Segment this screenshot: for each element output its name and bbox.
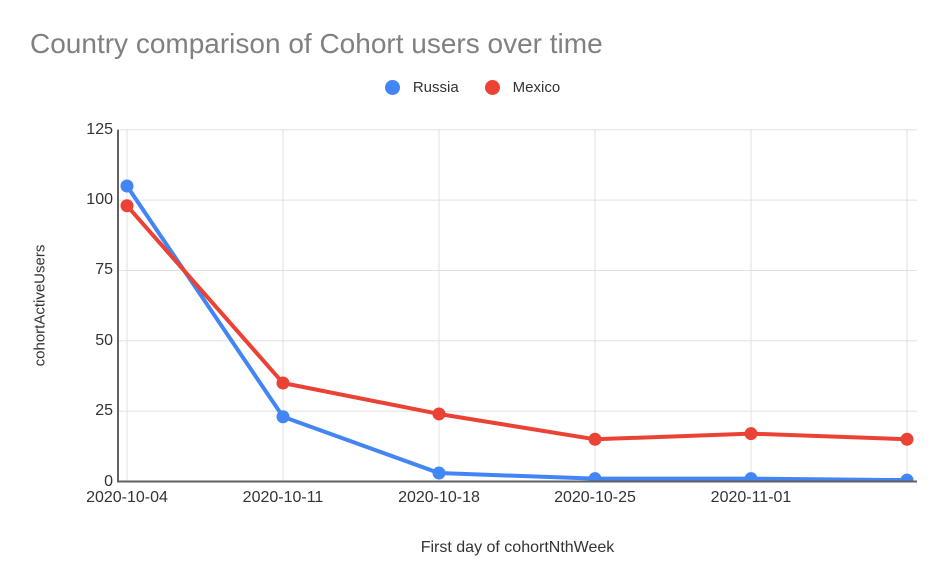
- x-axis-title: First day of cohortNthWeek: [420, 539, 615, 556]
- y-tick-label-25: 25: [95, 402, 113, 420]
- chart-title: Country comparison of Cohort users over …: [30, 28, 603, 59]
- series-line-mexico: [125, 203, 909, 442]
- y-tick-label-125: 125: [86, 120, 113, 138]
- legend-item-mexico[interactable]: Mexico: [484, 79, 561, 96]
- x-tick-label-1: 2020-10-11: [242, 489, 324, 506]
- data-point-mexico-1[interactable]: [276, 376, 290, 390]
- data-point-mexico-5[interactable]: [900, 432, 914, 446]
- data-point-russia-0[interactable]: [120, 179, 134, 193]
- data-point-mexico-0[interactable]: [120, 199, 134, 213]
- data-point-mexico-3[interactable]: [588, 432, 602, 446]
- data-point-russia-3[interactable]: [588, 472, 602, 485]
- legend-dot-mexico-icon: [484, 80, 500, 95]
- y-tick-label-75: 75: [95, 261, 113, 279]
- x-tick-label-4: 2020-11-01: [710, 489, 792, 506]
- legend-label-russia: Russia: [412, 79, 459, 96]
- data-point-russia-2[interactable]: [432, 466, 446, 480]
- data-point-mexico-4[interactable]: [744, 427, 758, 441]
- data-point-russia-1[interactable]: [276, 410, 290, 424]
- legend: Russia Mexico: [0, 79, 945, 96]
- x-tick-label-3: 2020-10-25: [554, 489, 636, 506]
- y-tick-label-100: 100: [86, 191, 113, 209]
- legend-label-mexico: Mexico: [512, 79, 561, 96]
- series-line-russia: [125, 184, 909, 482]
- data-point-russia-4[interactable]: [744, 472, 758, 485]
- data-point-russia-5[interactable]: [900, 473, 914, 487]
- y-tick-label-50: 50: [95, 331, 113, 349]
- y-tick-label-0: 0: [104, 472, 113, 490]
- data-point-mexico-2[interactable]: [432, 407, 446, 421]
- series-group: [120, 179, 914, 487]
- legend-dot-russia-icon: [384, 80, 400, 95]
- x-tick-label-2: 2020-10-18: [398, 489, 480, 506]
- x-tick-label-0: 2020-10-04: [86, 489, 168, 506]
- legend-item-russia[interactable]: Russia: [384, 79, 459, 96]
